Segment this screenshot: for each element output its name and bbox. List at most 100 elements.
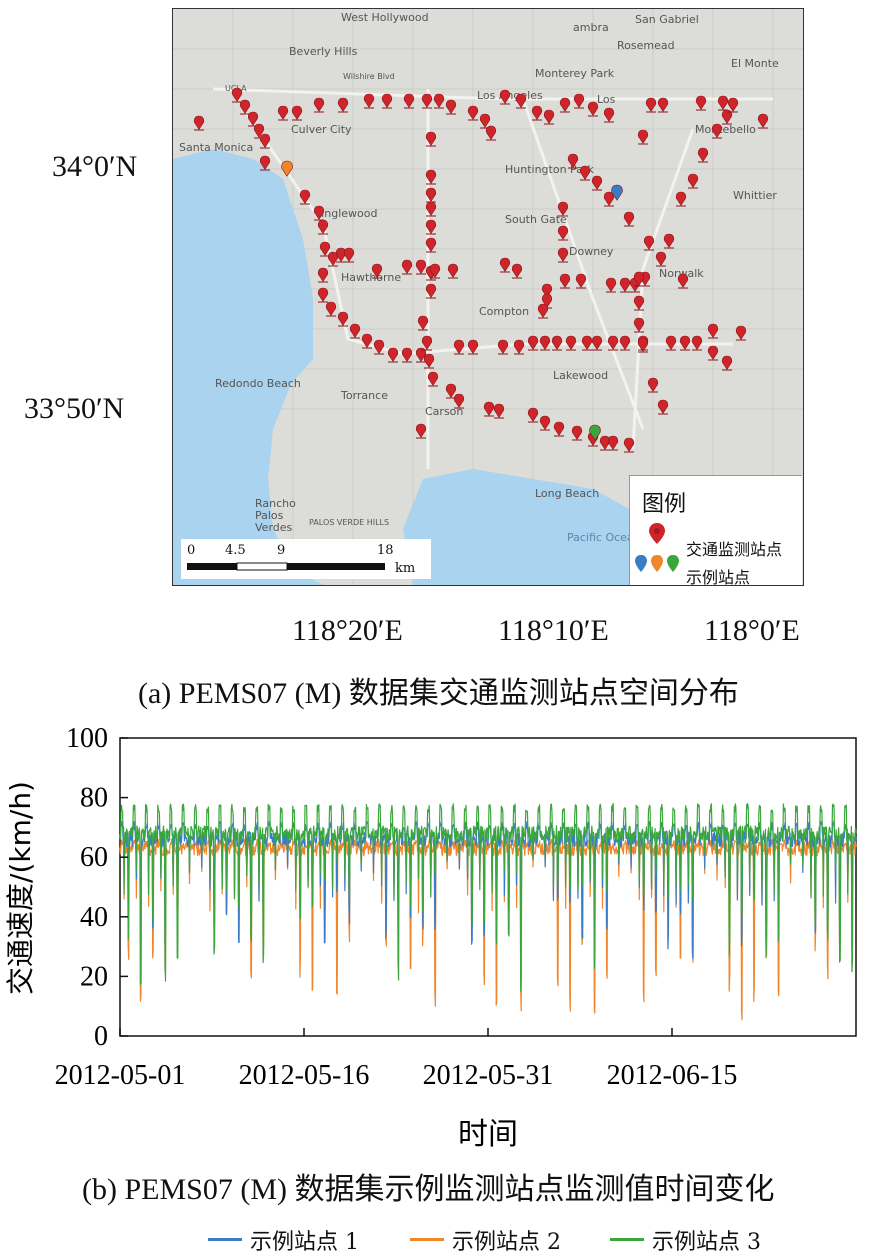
legend-series-2: 示例站点 2 xyxy=(452,1230,561,1255)
x-tick-label: 2012-05-31 xyxy=(423,1060,554,1091)
scale-tick: 18 xyxy=(377,543,394,558)
station-pin xyxy=(493,403,505,419)
caption-a: (a) PEMS07 (M) 数据集交通监测站点空间分布 xyxy=(138,677,739,710)
map-label: Los xyxy=(597,93,616,106)
map-label: Rosemead xyxy=(617,39,675,52)
y-tick-label: 100 xyxy=(66,723,108,754)
x-tick-label: 2012-05-16 xyxy=(239,1060,370,1091)
station-pin xyxy=(707,323,719,339)
station-pin xyxy=(425,237,437,253)
station-pin xyxy=(557,247,569,263)
station-pin xyxy=(633,317,645,333)
map-label: Monterey Park xyxy=(535,67,615,80)
map-label: Wilshire Blvd xyxy=(343,72,395,81)
station-pin xyxy=(557,201,569,217)
station-pin xyxy=(721,355,733,371)
station-pin xyxy=(467,339,479,355)
station-pin xyxy=(727,97,739,113)
station-pin xyxy=(387,347,399,363)
y-tick-label: 40 xyxy=(80,902,108,933)
station-pin xyxy=(657,399,669,415)
station-pin xyxy=(619,277,631,293)
station-pin xyxy=(483,401,495,417)
map-label: Verdes xyxy=(255,521,293,534)
station-pin xyxy=(679,335,691,351)
station-pin xyxy=(421,335,433,351)
station-pin xyxy=(427,371,439,387)
map-label: West Hollywood xyxy=(341,11,429,24)
station-pin xyxy=(337,97,349,113)
map-legend: 图例 交通监测站点 示例站点 xyxy=(629,475,802,586)
station-pin xyxy=(515,93,527,109)
scale-tick: 4.5 xyxy=(225,543,246,558)
y-axis-title: 交通速度/(km/h) xyxy=(4,781,37,995)
scale-unit: km xyxy=(395,561,416,576)
station-pin xyxy=(565,335,577,351)
station-pin xyxy=(607,435,619,451)
station-markers xyxy=(193,87,769,453)
station-pin xyxy=(643,235,655,251)
station-pin xyxy=(633,271,645,287)
legend-sample-label: 示例站点 xyxy=(686,568,751,586)
station-pin xyxy=(433,93,445,109)
station-pin xyxy=(401,347,413,363)
station-pin xyxy=(695,95,707,111)
lon-label: 118°20′E xyxy=(292,614,403,647)
station-pin xyxy=(637,337,649,353)
station-pin xyxy=(499,257,511,273)
map-frame[interactable]: West Hollywood Beverly Hills ambra San G… xyxy=(172,8,804,586)
station-pin xyxy=(485,125,497,141)
ocean xyxy=(173,149,323,585)
map-label: Santa Monica xyxy=(179,141,253,154)
station-pin xyxy=(259,155,271,171)
y-tick-label: 0 xyxy=(94,1021,108,1052)
map-label: Redondo Beach xyxy=(215,377,301,390)
map-label: Rancho xyxy=(255,497,296,510)
plot-frame xyxy=(119,737,857,1037)
series-line-2 xyxy=(119,838,857,1021)
lat-label: 34°0′N xyxy=(52,150,138,183)
station-pin xyxy=(193,115,205,131)
station-pin xyxy=(401,259,413,275)
map-label: El Monte xyxy=(731,57,779,70)
sample-station-markers xyxy=(281,160,623,441)
station-pin xyxy=(657,97,669,113)
map-label: Inglewood xyxy=(321,207,377,220)
station-pin xyxy=(511,263,523,279)
station-pin xyxy=(607,335,619,351)
station-pin xyxy=(423,353,435,369)
map-label: Hawthorne xyxy=(341,271,401,284)
legend-station-label: 交通监测站点 xyxy=(686,540,783,559)
legend-title: 图例 xyxy=(642,492,687,517)
station-pin xyxy=(317,267,329,283)
y-axis: 0 20 40 60 80 100 xyxy=(66,723,128,1052)
station-pin xyxy=(553,421,565,437)
station-pin xyxy=(697,147,709,163)
legend-series-1: 示例站点 1 xyxy=(250,1230,359,1255)
map-label: Whittier xyxy=(733,189,777,202)
station-pin xyxy=(425,169,437,185)
station-pin xyxy=(537,303,549,319)
station-pin xyxy=(757,113,769,129)
station-pin xyxy=(663,233,675,249)
station-pin xyxy=(551,335,563,351)
station-pin xyxy=(453,393,465,409)
station-pin xyxy=(735,325,747,341)
map-label: Culver City xyxy=(291,123,352,136)
station-pin xyxy=(559,97,571,113)
map-label: Beverly Hills xyxy=(289,45,358,58)
station-pin xyxy=(417,315,429,331)
station-pin xyxy=(373,339,385,355)
station-pin xyxy=(291,105,303,121)
station-pin xyxy=(637,129,649,145)
station-pin xyxy=(415,423,427,439)
x-tick-label: 2012-05-01 xyxy=(55,1060,186,1091)
station-pin xyxy=(645,97,657,113)
station-pin xyxy=(687,173,699,189)
y-tick-label: 60 xyxy=(80,842,108,873)
station-pin xyxy=(567,153,579,169)
map-label: Lakewood xyxy=(553,369,608,382)
station-pin xyxy=(445,99,457,115)
map-label: South Gate xyxy=(505,213,567,226)
